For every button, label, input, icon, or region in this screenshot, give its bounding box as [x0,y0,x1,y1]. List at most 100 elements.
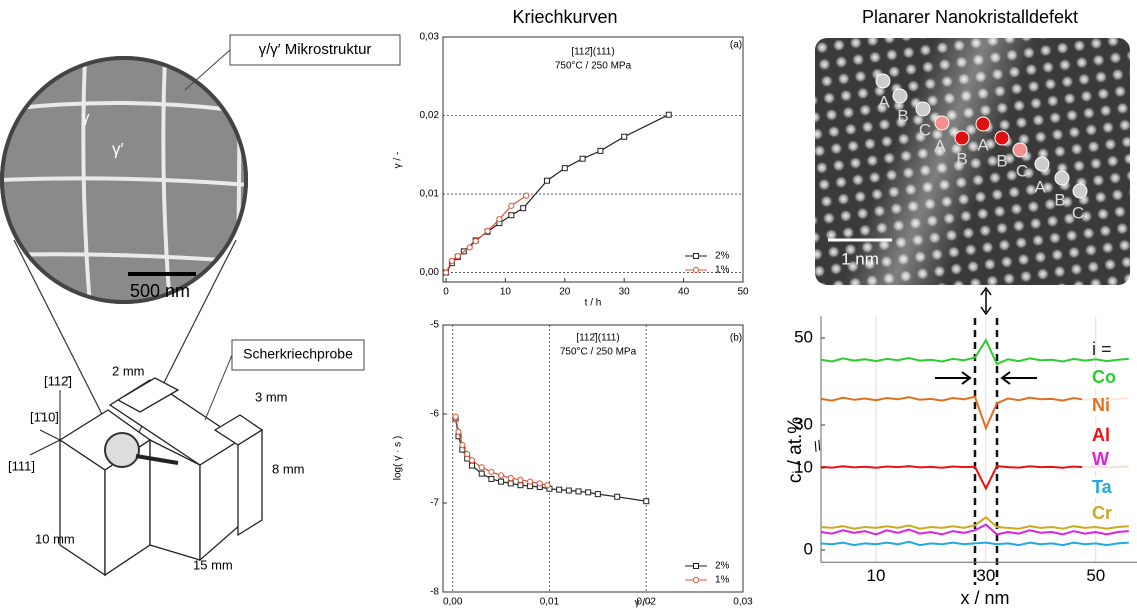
gamma-label: γ [82,109,90,126]
marker [523,192,530,199]
gamma-prime-label: γ′ [112,139,124,158]
y-tick-label: 0,03 [420,32,440,43]
marker [565,487,572,494]
legend-label: Al [1092,425,1110,445]
marker [621,133,628,140]
x-tick-label: 10 [500,287,512,298]
marker [442,269,450,276]
series-line [820,338,1129,366]
x-tick-label: 0,02 [636,597,656,608]
link-arrow [980,286,992,316]
marker [455,428,462,435]
legend-title: i = [1092,339,1112,359]
annotation: 750°C / 250 MPa [560,347,637,358]
axis-break: // [811,437,824,455]
stacking-label: C [1016,161,1028,180]
marker [498,478,505,485]
stacking-label: A [934,136,946,155]
marker [575,488,582,495]
direction: [112̄] [44,373,72,388]
x-tick-label: 0 [443,287,449,298]
x-tick-label: 50 [737,287,749,298]
stacking-label: B [956,149,967,168]
marker [585,489,592,496]
y-tick-label: 0 [804,539,813,558]
marker [517,476,524,483]
series-line [820,395,1129,431]
annotation: [112̄](111) [576,333,619,344]
series-line [820,540,1129,547]
marker [556,486,563,493]
marker [488,468,495,475]
stacking-label: C [1072,203,1084,222]
marker [536,480,543,487]
marker [478,470,485,477]
marker [488,475,495,482]
pointer [184,49,231,91]
y-tick-label: -7 [430,498,439,509]
y-tick-label: 0,00 [420,267,440,278]
legend-label: Ta [1092,477,1113,497]
marker [452,413,459,420]
x-tick-label: 30 [619,287,631,298]
series-line [820,515,1129,530]
annotation: 750°C / 250 MPa [555,61,632,72]
y-tick-label: 0,02 [420,110,440,121]
legend-label: W [1092,449,1109,469]
legend-bg [1082,449,1134,471]
width-arrows [935,371,1037,385]
dimension: 15 mm [193,557,233,572]
legend-label: 1% [715,265,730,276]
pointer [204,354,233,421]
interface-lines [973,318,999,585]
microstructure-label: γ/γ′ Mikrostruktur [259,41,372,58]
stacking-label: B [996,151,1007,170]
plot-frame [442,324,744,593]
marker [508,202,515,209]
marker [497,472,505,479]
x-tick-label: 0,03 [733,597,753,608]
y-tick-label: -5 [430,320,439,331]
axis-arrow [29,439,61,456]
direction: [1̄10] [30,409,59,424]
marker [614,493,621,500]
plot-frame [442,36,744,283]
marker [469,462,476,469]
x-tick-label: 20 [559,287,571,298]
marker [454,252,461,260]
y-tick-label: 30 [794,414,813,433]
legend-label: Cr [1092,503,1112,523]
stacking-label: A [977,135,989,154]
legend-bg [1082,477,1134,499]
marker [507,474,514,482]
marker [472,238,479,245]
marker [508,212,515,219]
x-axis-label: t / h [585,298,602,309]
y-axis-label: cᵢ / at.% [785,417,806,483]
y-tick-label: 10 [794,457,813,476]
marker [544,482,551,489]
magnifier-handle [135,454,179,465]
marker [478,464,485,471]
legend-marker [692,266,700,274]
legend-marker [693,253,699,259]
panel-title: Kriechkurven [512,7,617,27]
marker [543,177,550,184]
annotation: (b) [730,333,742,344]
dimension: 3 mm [255,389,288,404]
legend-label: Ni [1092,395,1110,415]
stacking-label: C [919,120,931,139]
marker [448,257,456,264]
y-tick-label: 50 [794,327,813,346]
y-tick-label: -8 [430,587,439,598]
y-tick-label: -6 [430,409,439,420]
annotation: (a) [730,40,742,51]
series-line [445,114,669,273]
x-tick-label: 0,00 [443,597,463,608]
y-tick-label: 0,01 [420,189,440,200]
dimension: 10 mm [35,531,75,546]
marker [597,147,604,154]
